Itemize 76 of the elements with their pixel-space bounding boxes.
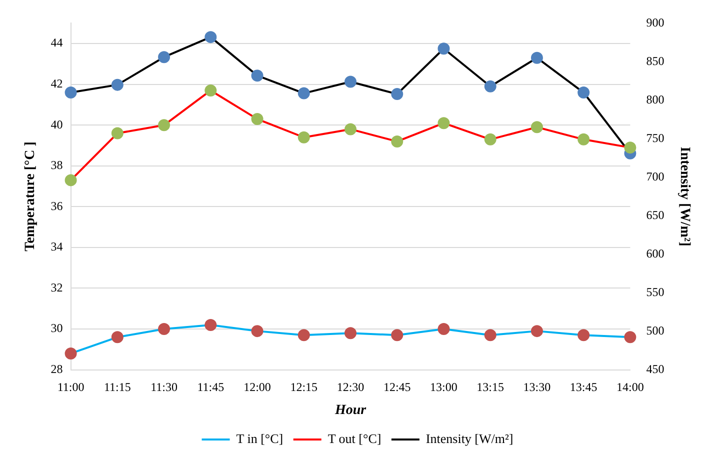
- y2-tick-label: 750: [646, 130, 664, 145]
- x-tick-label: 11:45: [197, 380, 224, 394]
- point: [64, 174, 77, 186]
- point: [158, 323, 170, 336]
- point: [204, 318, 217, 331]
- point: [64, 86, 77, 99]
- x-tick-label: 12:45: [383, 380, 411, 394]
- point: [111, 78, 124, 91]
- y-tick-label: 38: [50, 158, 63, 172]
- point: [298, 87, 310, 100]
- x-tick-label: 11:00: [57, 380, 84, 394]
- y2-tick-label: 800: [646, 92, 664, 106]
- y2-axis-title: Intensity [W/m²]: [676, 146, 692, 246]
- point: [530, 52, 543, 64]
- x-axis-title: Hour: [334, 403, 367, 418]
- point: [484, 133, 496, 146]
- y2-tick-label: 450: [646, 362, 664, 376]
- y-tick-label: 30: [50, 321, 63, 336]
- point: [624, 142, 636, 154]
- point: [438, 42, 450, 55]
- x-tick-label: 12:30: [336, 380, 364, 394]
- y2-tick-label: 650: [646, 208, 664, 222]
- y2-tick-label: 700: [646, 169, 664, 184]
- point: [344, 327, 356, 340]
- y2-tick-label: 550: [646, 284, 664, 299]
- point: [111, 331, 124, 344]
- point: [578, 133, 590, 146]
- point: [64, 347, 77, 360]
- x-tick-label: 11:30: [150, 380, 178, 394]
- y-tick-label: 36: [50, 198, 63, 213]
- legend-label: T out [°C]: [328, 430, 382, 446]
- y2-tick-label: 900: [646, 15, 664, 30]
- point: [344, 123, 356, 136]
- point: [158, 119, 170, 132]
- y2-tick-label: 600: [646, 246, 664, 260]
- x-tick-label: 14:00: [616, 380, 644, 394]
- point: [438, 117, 450, 130]
- point: [204, 84, 217, 96]
- point: [624, 331, 636, 344]
- point: [391, 88, 404, 100]
- point: [251, 113, 264, 126]
- point: [484, 329, 496, 342]
- x-tick-label: 13:45: [570, 380, 598, 394]
- x-tick-label: 11:15: [104, 380, 131, 394]
- x-tick-label: 13:15: [476, 380, 504, 394]
- legend-label: Intensity [W/m²]: [426, 430, 514, 446]
- legend-label: T in [°C]: [236, 430, 284, 446]
- x-tick-label: 12:15: [290, 380, 318, 394]
- y-tick-label: 34: [50, 240, 63, 254]
- point: [530, 121, 543, 134]
- point: [111, 127, 124, 140]
- point: [391, 135, 404, 148]
- point: [251, 70, 264, 82]
- y2-tick-label: 850: [646, 54, 664, 68]
- point: [530, 325, 543, 338]
- point: [251, 325, 264, 338]
- y-axis-title: Temperature [°C ]: [23, 142, 38, 252]
- y-tick-label: 32: [50, 280, 63, 294]
- y-tick-label: 44: [50, 36, 63, 50]
- point: [438, 323, 450, 336]
- point: [298, 131, 310, 144]
- point: [204, 31, 217, 44]
- point: [578, 329, 590, 342]
- y-tick-label: 42: [50, 76, 63, 91]
- point: [158, 51, 170, 64]
- x-tick-label: 13:30: [523, 380, 551, 394]
- point: [344, 76, 356, 88]
- y-tick-label: 40: [50, 117, 63, 132]
- point: [298, 329, 310, 342]
- x-tick-label: 13:00: [430, 380, 458, 394]
- y-tick-label: 28: [50, 362, 63, 376]
- y2-tick-label: 500: [646, 323, 664, 338]
- point: [484, 80, 496, 92]
- x-tick-label: 12:00: [244, 380, 271, 394]
- point: [578, 86, 590, 99]
- point: [391, 329, 404, 342]
